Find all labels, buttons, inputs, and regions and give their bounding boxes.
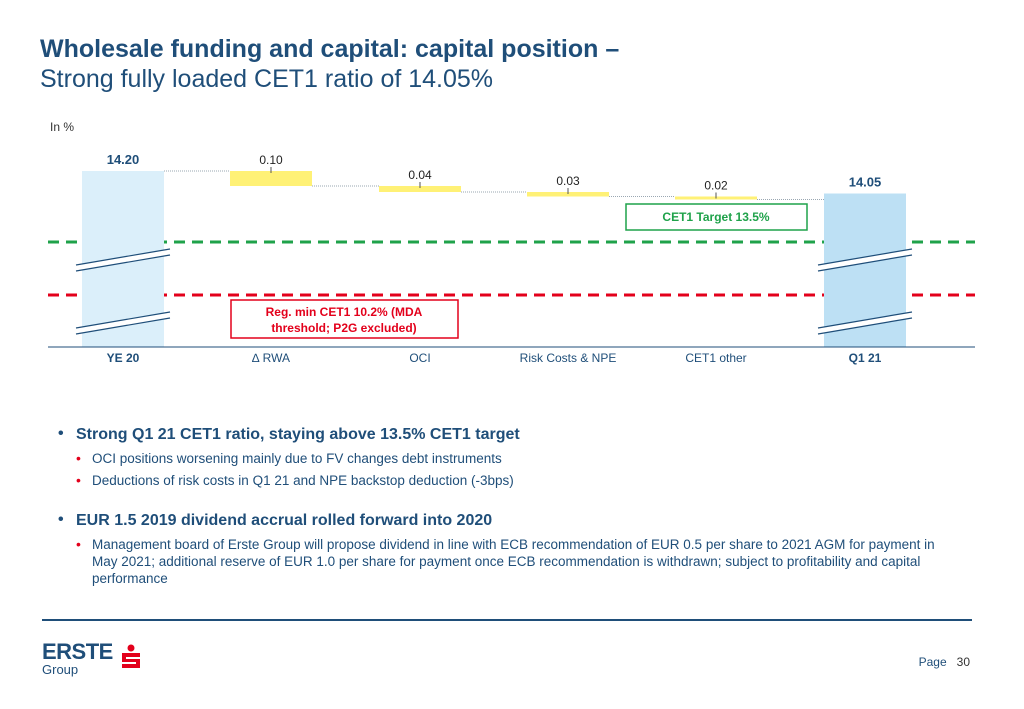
data-label-1: 0.10: [259, 153, 283, 167]
break-line-b-0-0: [75, 254, 171, 272]
slide-title: Wholesale funding and capital: capital p…: [40, 34, 619, 94]
break-line-a-5-0: [817, 248, 913, 266]
bar-3: [527, 192, 609, 197]
page-number-value: 30: [956, 655, 970, 669]
reg-min-label-line-1: Reg. min CET1 10.2% (MDA: [266, 305, 423, 319]
page-label: Page: [918, 655, 947, 669]
logo-group: Group: [42, 662, 79, 677]
break-line-a-0-1: [75, 311, 171, 329]
data-label-2: 0.04: [408, 168, 432, 182]
data-label-4: 0.02: [704, 179, 728, 193]
bar-2: [379, 186, 461, 192]
data-label-5: 14.05: [849, 175, 882, 190]
reg-min-label-line-2: threshold; P2G excluded): [271, 321, 416, 335]
erste-s-icon: [122, 644, 140, 668]
data-label-0: 14.20: [107, 152, 140, 167]
data-label-3: 0.03: [556, 174, 580, 188]
break-gap-0-0: [75, 249, 171, 271]
page-number: Page 30: [919, 655, 970, 669]
category-label-3: Risk Costs & NPE: [520, 351, 617, 365]
category-label-2: OCI: [409, 351, 430, 365]
bullet-1: Strong Q1 21 CET1 ratio, staying above 1…: [58, 425, 958, 444]
bullet-list: Strong Q1 21 CET1 ratio, staying above 1…: [58, 425, 958, 592]
bullet-1-sub-2: Deductions of risk costs in Q1 21 and NP…: [58, 472, 958, 489]
category-label-5: Q1 21: [849, 351, 882, 365]
title-line-1: Wholesale funding and capital: capital p…: [40, 35, 620, 63]
bar-1: [230, 171, 312, 186]
title-line-2: Strong fully loaded CET1 ratio of 14.05%: [40, 65, 494, 93]
break-gap-0-1: [75, 312, 171, 334]
bullet-2: EUR 1.5 2019 dividend accrual rolled for…: [58, 511, 958, 530]
break-gap-5-1: [817, 312, 913, 334]
break-line-b-0-1: [75, 317, 171, 335]
break-line-b-5-1: [817, 317, 913, 335]
category-label-1: ∆ RWA: [252, 351, 290, 365]
bullet-1-sub-1: OCI positions worsening mainly due to FV…: [58, 450, 958, 467]
break-line-a-5-1: [817, 311, 913, 329]
break-line-b-5-0: [817, 254, 913, 272]
break-line-a-0-0: [75, 248, 171, 266]
cet1-target-label: CET1 Target 13.5%: [662, 210, 769, 224]
logo-wordmark: ERSTE: [42, 639, 113, 664]
reg-min-box: [230, 299, 459, 339]
cet1-target-box: [625, 203, 808, 231]
footer-divider: [42, 619, 972, 621]
waterfall-chart: 14.20 0.10 0.04 0.03 0.02 14.05 YE 20 ∆ RWA OCI R…: [48, 152, 975, 365]
bullet-2-sub-1: Management board of Erste Group will pro…: [58, 536, 958, 587]
category-label-0: YE 20: [107, 351, 140, 365]
category-label-4: CET1 other: [685, 351, 746, 365]
break-gap-5-0: [817, 249, 913, 271]
erste-logo: ERSTE Group: [42, 639, 140, 677]
chart-unit-label: In %: [50, 120, 75, 134]
